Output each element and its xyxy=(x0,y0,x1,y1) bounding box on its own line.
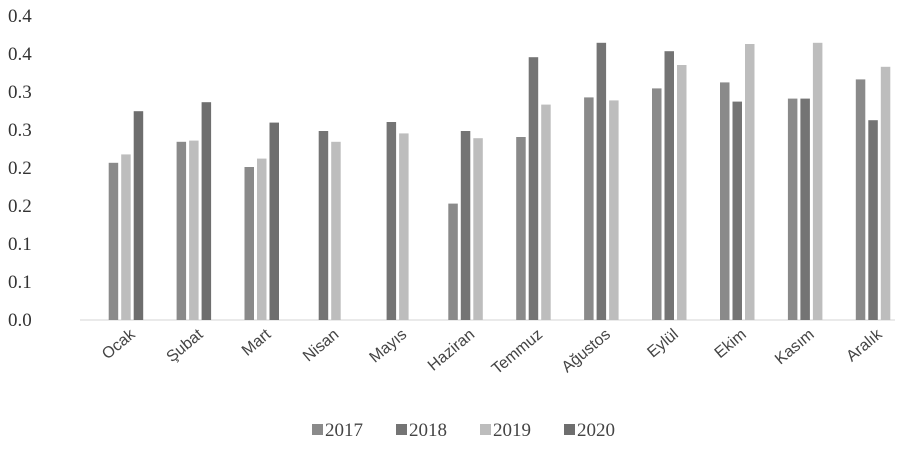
bar-2017-Mart xyxy=(244,167,254,320)
y-tick-label: 0.4 xyxy=(8,6,32,27)
y-tick-label: 0.1 xyxy=(8,234,32,255)
y-tick-label: 0.2 xyxy=(8,158,32,179)
category-label: Mayıs xyxy=(367,326,411,366)
bar-2017-Aralık xyxy=(855,79,866,321)
legend-label: 2017 xyxy=(325,420,363,441)
category-label: Haziran xyxy=(425,326,478,374)
legend-label: 2020 xyxy=(577,420,615,441)
bar-2019-Eylül xyxy=(677,65,687,320)
category-label: Kasım xyxy=(772,326,818,368)
bar-2018-Mayıs xyxy=(386,122,397,320)
legend-swatch-2020 xyxy=(564,424,575,435)
legend-swatch-2017 xyxy=(312,424,323,435)
category-label: Ekim xyxy=(712,326,750,362)
y-tick-label: 0.3 xyxy=(8,120,32,141)
bar-2020-Mart xyxy=(269,122,279,320)
bar-2018-Haziran xyxy=(460,131,471,320)
legend-swatch-2019 xyxy=(480,424,491,435)
bar-2019-Nisan xyxy=(331,141,341,320)
x-axis: Ocak Şubat Mart Nisan Mayıs Haziran Temmuz Ağus… xyxy=(99,325,886,378)
y-axis: 0.0 0.1 0.1 0.2 0.2 0.3 0.3 0.4 0.4 xyxy=(8,6,895,331)
bar-2019-Mayıs xyxy=(399,133,409,320)
bar-2019-Aralık xyxy=(880,66,891,320)
legend-label: 2018 xyxy=(409,420,447,441)
bar-2018-Kasım xyxy=(800,98,810,320)
bar-2018-Eylül xyxy=(664,51,674,320)
bar-2017-Ağustos xyxy=(584,97,594,321)
y-tick-label: 0.0 xyxy=(8,310,32,331)
bar-2017-Şubat xyxy=(176,141,187,320)
y-tick-label: 0.4 xyxy=(8,44,32,65)
bar-2018-Ağustos xyxy=(596,42,607,321)
bar-2019-Şubat xyxy=(189,140,199,320)
bar-2019-Ağustos xyxy=(609,100,619,321)
bar-2020-Ocak xyxy=(133,111,144,320)
bar-2019-Ekim xyxy=(745,44,755,320)
bar-2017-Haziran xyxy=(448,203,458,320)
category-label: Ocak xyxy=(99,325,139,363)
y-tick-label: 0.3 xyxy=(8,82,32,103)
bar-2019-Mart xyxy=(257,158,267,320)
category-label: Nisan xyxy=(300,326,342,365)
category-label: Ağustos xyxy=(559,326,614,376)
bar-2017-Kasım xyxy=(787,98,798,320)
bars xyxy=(108,42,891,321)
bar-2018-Aralık xyxy=(868,120,878,320)
y-tick-label: 0.2 xyxy=(8,196,32,217)
bar-2019-Haziran xyxy=(473,138,483,320)
category-label: Mart xyxy=(239,326,275,360)
bar-2017-Temmuz xyxy=(516,137,526,320)
bar-2018-Temmuz xyxy=(528,57,539,320)
bar-2018-Ekim xyxy=(732,101,742,320)
category-label: Eylül xyxy=(644,326,681,361)
category-label: Temmuz xyxy=(489,326,546,378)
bar-2017-Ekim xyxy=(720,82,730,321)
bar-2018-Nisan xyxy=(318,131,329,320)
bar-2019-Ocak xyxy=(121,154,131,320)
legend-label: 2019 xyxy=(493,420,531,441)
bar-2017-Ocak xyxy=(108,162,119,320)
category-label: Aralık xyxy=(843,325,886,365)
bar-2019-Kasım xyxy=(812,42,823,321)
legend-swatch-2018 xyxy=(396,424,407,435)
bar-2019-Temmuz xyxy=(541,104,551,320)
bar-2017-Eylül xyxy=(652,88,662,321)
category-label: Şubat xyxy=(163,326,206,366)
legend: 2017 2018 2019 2020 xyxy=(312,420,615,441)
bar-2020-Şubat xyxy=(201,102,212,320)
y-tick-label: 0.1 xyxy=(8,272,32,293)
